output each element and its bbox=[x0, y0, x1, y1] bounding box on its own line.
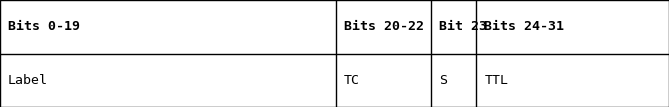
Text: Bits 20-22: Bits 20-22 bbox=[344, 20, 424, 33]
Text: TTL: TTL bbox=[484, 74, 508, 87]
Text: Label: Label bbox=[8, 74, 48, 87]
Text: Bits 24-31: Bits 24-31 bbox=[484, 20, 565, 33]
Text: Bits 0-19: Bits 0-19 bbox=[8, 20, 80, 33]
Text: TC: TC bbox=[344, 74, 360, 87]
Text: S: S bbox=[439, 74, 447, 87]
Text: Bit 23: Bit 23 bbox=[439, 20, 487, 33]
